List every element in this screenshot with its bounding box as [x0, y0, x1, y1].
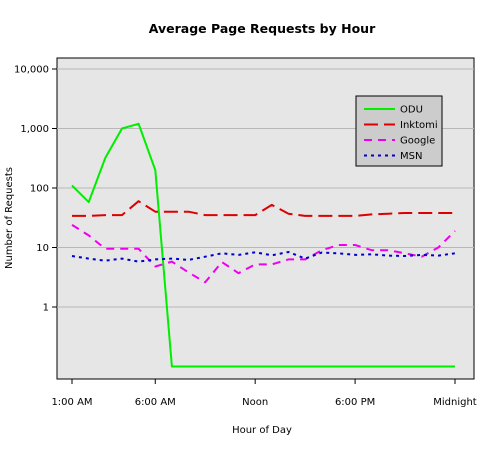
y-tick-label: 100 — [30, 184, 49, 195]
y-tick-label: 1,000 — [20, 124, 49, 135]
chart-title: Average Page Requests by Hour — [149, 21, 376, 36]
x-tick-label: 1:00 AM — [51, 397, 92, 408]
legend-label-inktomi: Inktomi — [400, 120, 438, 131]
x-tick-label: Midnight — [433, 397, 477, 408]
legend-label-msn: MSN — [400, 151, 422, 162]
legend-label-google: Google — [400, 136, 435, 147]
legend-label-odu: ODU — [400, 105, 423, 116]
series-line-odu — [71, 122, 455, 368]
y-tick-label: 1 — [43, 303, 49, 314]
legend: ODU Inktomi Google MSN — [355, 95, 443, 167]
legend-box — [355, 95, 443, 167]
series-line-msn — [71, 251, 456, 263]
x-tick-label: 6:00 PM — [335, 397, 375, 408]
series-line-inktomi — [72, 200, 455, 217]
series-line-google — [71, 224, 456, 284]
x-axis-label: Hour of Day — [232, 425, 292, 436]
x-tick-label: Noon — [242, 397, 268, 408]
y-axis-label: Number of Requests — [4, 167, 15, 269]
y-tick-label: 10,000 — [14, 65, 49, 76]
x-tick-label: 6:00 AM — [135, 397, 176, 408]
y-tick-label: 10 — [36, 243, 49, 254]
